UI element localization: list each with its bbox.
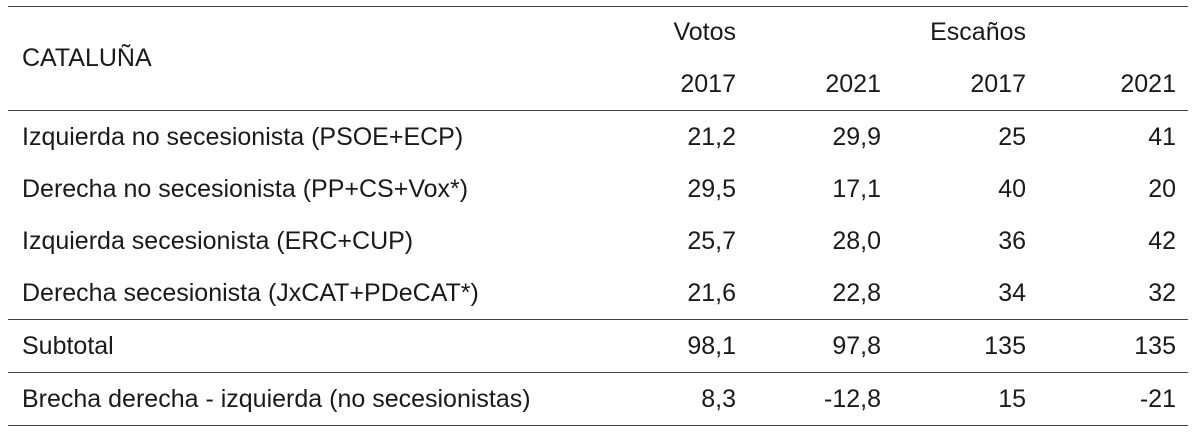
year-header: 2017: [970, 69, 1026, 98]
cell-value: 135: [893, 319, 1038, 373]
row-label: Derecha secesionista (JxCAT+PDeCAT*): [22, 278, 479, 307]
year-header: 2017: [680, 69, 736, 98]
subtotal-row: Subtotal 98,1 97,8 135 135: [8, 319, 1188, 373]
cell-value: 17,1: [832, 174, 881, 203]
cell-value: 20: [1148, 174, 1176, 203]
cell-value: 21,6: [687, 278, 736, 307]
cell-value: 34: [998, 278, 1026, 307]
cell-value: 40: [998, 174, 1026, 203]
cell-value: 29,5: [687, 174, 736, 203]
header-row-years: 2017 2021 2017 2021: [8, 58, 1188, 111]
cell-value: 97,8: [748, 319, 893, 373]
cell-value: 15: [893, 372, 1038, 426]
cell-value: 28,0: [832, 226, 881, 255]
cell-value: -21: [1038, 372, 1188, 426]
group-header-escanos: Escaños: [893, 6, 1038, 58]
group-header-votos: Votos: [598, 6, 748, 58]
cell-value: 21,2: [598, 110, 748, 163]
cell-value: 8,3: [598, 372, 748, 426]
header-row-groups: CATALUÑA Votos Escaños: [8, 6, 1188, 111]
subtotal-label: Subtotal: [8, 319, 598, 373]
cell-value: 41: [1038, 110, 1188, 163]
gap-label: Brecha derecha - izquierda (no secesioni…: [8, 372, 598, 426]
cell-value: 98,1: [598, 319, 748, 373]
region-label: CATALUÑA: [8, 6, 598, 111]
year-header: 2021: [1120, 69, 1176, 98]
gap-row: Brecha derecha - izquierda (no secesioni…: [8, 372, 1188, 426]
cell-value: 36: [998, 226, 1026, 255]
cell-value: 29,9: [748, 110, 893, 163]
year-header: 2021: [825, 69, 881, 98]
cell-value: -12,8: [748, 372, 893, 426]
cell-value: 42: [1148, 226, 1176, 255]
table-row: Izquierda secesionista (ERC+CUP) 25,7 28…: [8, 215, 1188, 267]
cell-value: 25,7: [687, 226, 736, 255]
row-label: Izquierda no secesionista (PSOE+ECP): [8, 110, 598, 163]
table-row: Derecha no secesionista (PP+CS+Vox*) 29,…: [8, 163, 1188, 215]
cell-value: 22,8: [832, 278, 881, 307]
row-label: Izquierda secesionista (ERC+CUP): [22, 226, 414, 255]
table-row: Izquierda no secesionista (PSOE+ECP) 21,…: [8, 110, 1188, 163]
election-results-table: CATALUÑA Votos Escaños 2017 2021 2017 20…: [8, 6, 1188, 426]
cell-value: 32: [1148, 278, 1176, 307]
cell-value: 135: [1038, 319, 1188, 373]
table-row: Derecha secesionista (JxCAT+PDeCAT*) 21,…: [8, 267, 1188, 320]
cell-value: 25: [893, 110, 1038, 163]
row-label: Derecha no secesionista (PP+CS+Vox*): [22, 174, 469, 203]
